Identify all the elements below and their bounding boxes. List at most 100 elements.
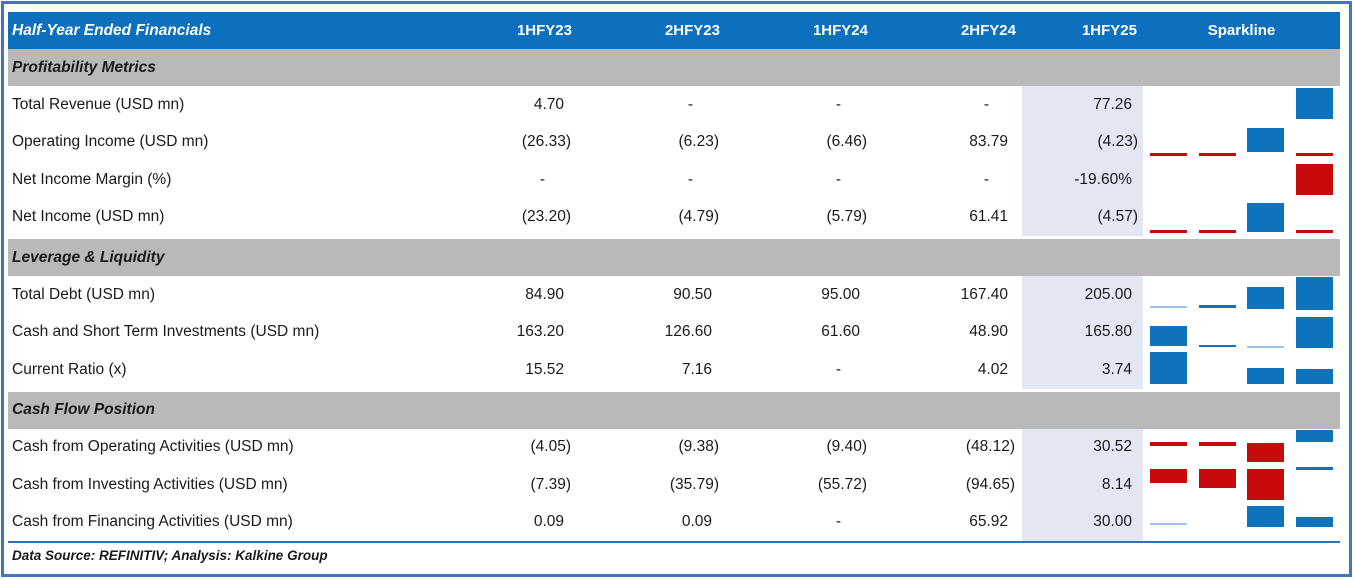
sparkline-bar [1150, 522, 1187, 525]
value-cell: 61.60 [821, 323, 860, 341]
value-cell: (48.12) [965, 438, 1015, 456]
sparkline-bar [1247, 505, 1284, 527]
sparkline-bar [1247, 368, 1284, 384]
sparkline-bar [1296, 429, 1333, 442]
table-title: Half-Year Ended Financials [12, 21, 212, 39]
value-cell: 65.92 [969, 513, 1008, 531]
sparkline-bar [1247, 202, 1284, 232]
value-cell: (9.40) [826, 438, 868, 456]
section-header: Profitability Metrics [8, 49, 1340, 86]
value-cell: 7.16 [681, 360, 712, 378]
sparkline-bar [1150, 229, 1187, 233]
value-cell: 205.00 [1022, 276, 1143, 314]
row-label: Cash from Investing Activities (USD mn) [12, 475, 288, 493]
value-cell: 167.40 [960, 285, 1008, 303]
section-header: Cash Flow Position [8, 391, 1340, 429]
section-title: Profitability Metrics [12, 58, 156, 76]
table-row: Total Debt (USD mn) 84.90 90.50 95.00 167.40… [8, 276, 1340, 314]
sparkline-bar [1150, 306, 1187, 308]
table-row: Current Ratio (x) 15.52 7.16 - 4.02 3.74 [8, 351, 1340, 389]
sparkline-cell [1143, 503, 1340, 541]
sparkline-cell [1143, 313, 1340, 351]
sparkline-bar [1150, 441, 1187, 446]
sparkline-bar [1247, 442, 1284, 462]
sparkline-cell [1143, 86, 1340, 124]
value-cell: (35.79) [669, 475, 719, 493]
table-row: Cash and Short Term Investments (USD mn)… [8, 313, 1340, 351]
value-cell: - [687, 170, 693, 188]
sparkline-bar [1296, 152, 1333, 156]
section-title: Leverage & Liquidity [12, 248, 165, 266]
row-label: Net Income (USD mn) [12, 208, 165, 226]
sparkline-bar [1296, 369, 1333, 384]
value-cell: 30.00 [1022, 503, 1143, 541]
sparkline-cell [1143, 276, 1340, 314]
table-row: Total Revenue (USD mn) 4.70 - - - 77.26 [8, 86, 1340, 124]
sparkline-bar [1150, 325, 1187, 346]
value-cell: (6.46) [826, 133, 868, 151]
value-cell: - [835, 513, 841, 531]
sparkline-bar [1199, 441, 1236, 446]
value-cell: 4.70 [533, 95, 564, 113]
table-row: Operating Income (USD mn) (26.33) (6.23) (6… [8, 123, 1340, 161]
table-row: Cash from Investing Activities (USD mn) (… [8, 466, 1340, 504]
table-header-row: Half-Year Ended Financials 1HFY23 2HFY23… [8, 12, 1340, 49]
row-label: Current Ratio (x) [12, 360, 127, 378]
sparkline-bar [1150, 352, 1187, 384]
column-header-1hfy25: 1HFY25 [1081, 22, 1137, 39]
sparkline-bar [1247, 127, 1284, 152]
value-cell: 30.52 [1022, 428, 1143, 466]
row-label: Operating Income (USD mn) [12, 133, 209, 151]
value-cell: (23.20) [521, 208, 571, 226]
sparkline-bar [1296, 316, 1333, 348]
value-cell: 0.09 [681, 513, 712, 531]
sparkline-cell [1143, 351, 1340, 389]
row-label: Total Debt (USD mn) [12, 285, 155, 303]
sparkline-bar [1199, 152, 1236, 156]
sparkline-cell [1143, 161, 1340, 199]
row-label: Cash from Operating Activities (USD mn) [12, 438, 294, 456]
value-cell: 90.50 [673, 285, 712, 303]
sparkline-bar [1296, 516, 1333, 527]
sparkline-cell [1143, 123, 1340, 161]
sparkline-bar [1247, 287, 1284, 309]
sparkline-cell [1143, 428, 1340, 466]
sparkline-bar [1150, 152, 1187, 156]
value-cell: (9.38) [678, 438, 720, 456]
sparkline-bar [1296, 164, 1333, 195]
column-header-1hfy23: 1HFY23 [516, 22, 572, 39]
column-header-2hfy24: 2HFY24 [960, 22, 1016, 39]
value-cell: (4.05) [530, 438, 572, 456]
value-cell: (26.33) [521, 133, 571, 151]
sparkline-bar [1296, 88, 1333, 119]
row-label: Cash from Financing Activities (USD mn) [12, 513, 293, 531]
table-row: Net Income (USD mn) (23.20) (4.79) (5.79) 61… [8, 198, 1340, 236]
section-header: Leverage & Liquidity [8, 239, 1340, 276]
value-cell: (4.79) [678, 208, 720, 226]
table-row: Net Income Margin (%) - - - - -19.60% [8, 161, 1340, 199]
value-cell: - [687, 95, 693, 113]
value-cell: - [835, 170, 841, 188]
sparkline-bar [1199, 229, 1236, 233]
data-source-note: Data Source: REFINITIV; Analysis: Kalkin… [12, 548, 328, 563]
value-cell: 77.26 [1022, 86, 1143, 124]
value-cell: - [539, 170, 545, 188]
sparkline-bar [1247, 345, 1284, 348]
value-cell: (5.79) [826, 208, 868, 226]
value-cell: 95.00 [821, 285, 860, 303]
sparkline-bar [1199, 305, 1236, 308]
value-cell: 84.90 [525, 285, 564, 303]
column-header-sparkline: Sparkline [1207, 22, 1276, 39]
table-row: Cash from Financing Activities (USD mn) 0… [8, 503, 1340, 541]
row-label: Cash and Short Term Investments (USD mn) [12, 323, 320, 341]
value-cell: (55.72) [817, 475, 867, 493]
section-title: Cash Flow Position [12, 401, 155, 418]
table-row: Cash from Operating Activities (USD mn) (… [8, 428, 1340, 466]
value-cell: 48.90 [969, 323, 1008, 341]
value-cell: 0.09 [533, 513, 564, 531]
row-label: Net Income Margin (%) [12, 170, 172, 188]
sparkline-cell [1143, 198, 1340, 236]
value-cell: - [983, 95, 989, 113]
value-cell: 61.41 [969, 208, 1008, 226]
value-cell: 165.80 [1022, 313, 1143, 351]
